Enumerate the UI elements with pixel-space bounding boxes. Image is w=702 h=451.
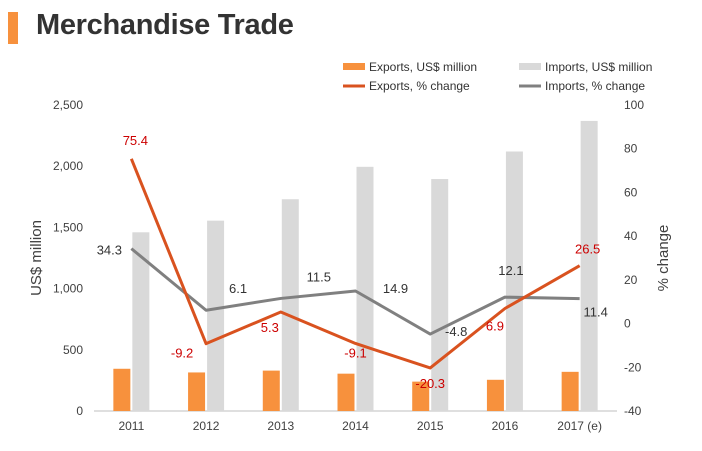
imports-bar [132, 232, 150, 411]
y2-tick-label: 0 [624, 317, 631, 331]
y2-tick-label: 80 [624, 142, 638, 156]
y2-tick-label: -40 [624, 404, 642, 418]
imports-change-label: 34.3 [97, 243, 122, 258]
exports-bar [188, 372, 206, 411]
imports-change-label: -4.8 [445, 324, 467, 339]
legend-exports-line-label: Exports, % change [369, 79, 470, 93]
axes: 0 500 1,000 1,500 2,000 2,500 -40 -20 0 20 40 60 80 1… [28, 98, 672, 433]
exports-change-label: 5.3 [261, 320, 279, 335]
y-tick-label: 0 [76, 404, 83, 418]
bars [113, 120, 598, 412]
imports-change-label: 12.1 [498, 263, 523, 278]
imports-change-label: 11.5 [307, 269, 331, 284]
data-labels: 75.4 -9.2 5.3 -9.1 -20.3 6.9 26.5 34.3 6.1 11.5 14… [97, 133, 608, 391]
x-tick-label: 2016 [492, 419, 519, 433]
y-tick-label: 2,000 [53, 159, 83, 173]
x-tick-label: 2012 [193, 419, 220, 433]
imports-bar [281, 199, 299, 411]
exports-change-line [129, 158, 581, 370]
legend-imports-line-label: Imports, % change [545, 79, 645, 93]
exports-change-label: -9.2 [171, 346, 193, 361]
exports-bar [486, 379, 504, 411]
y2-tick-label: -20 [624, 360, 642, 374]
imports-bar [505, 151, 523, 411]
exports-change-label: 26.5 [575, 242, 600, 257]
legend-imports-bar-label: Imports, US$ million [545, 60, 652, 74]
y-tick-label: 2,500 [53, 98, 83, 112]
exports-change-label: 75.4 [123, 133, 148, 148]
y-tick-label: 1,000 [53, 282, 83, 296]
x-tick-label: 2015 [417, 419, 444, 433]
y-tick-label: 500 [63, 343, 83, 357]
imports-bar [207, 220, 225, 411]
exports-bar [113, 368, 131, 411]
exports-bar [262, 370, 280, 411]
y-axis-title: US$ million [28, 220, 45, 296]
exports-bar [337, 373, 355, 411]
lines [129, 158, 581, 370]
legend: Exports, US$ million Imports, US$ million… [343, 60, 652, 93]
imports-change-line [130, 247, 580, 336]
imports-bar [580, 120, 598, 412]
imports-change-label: 6.1 [229, 281, 247, 296]
y2-tick-label: 40 [624, 229, 638, 243]
title-accent-bar [8, 12, 18, 44]
y2-axis-title: % change [655, 225, 672, 292]
imports-change-label: 14.9 [383, 281, 408, 296]
imports-bar [356, 166, 374, 411]
exports-change-label: 6.9 [486, 318, 504, 333]
page-title: Merchandise Trade [36, 9, 294, 41]
legend-imports-bar-swatch [519, 63, 541, 70]
imports-bar [431, 179, 449, 411]
imports-change-label: 11.4 [583, 305, 607, 320]
y2-tick-label: 20 [624, 273, 638, 287]
x-tick-label: 2011 [118, 419, 144, 433]
x-tick-label: 2013 [267, 419, 294, 433]
legend-exports-bar-label: Exports, US$ million [369, 60, 477, 74]
x-tick-label: 2017 (e) [557, 419, 602, 433]
legend-exports-bar-swatch [343, 63, 365, 70]
exports-change-label: -9.1 [344, 345, 366, 360]
y2-tick-label: 60 [624, 185, 638, 199]
exports-change-label: -20.3 [415, 376, 445, 391]
y-tick-label: 1,500 [53, 220, 83, 234]
x-tick-label: 2014 [342, 419, 369, 433]
exports-bar [561, 371, 579, 411]
exports-bar [412, 381, 430, 411]
y2-tick-label: 100 [624, 98, 644, 112]
